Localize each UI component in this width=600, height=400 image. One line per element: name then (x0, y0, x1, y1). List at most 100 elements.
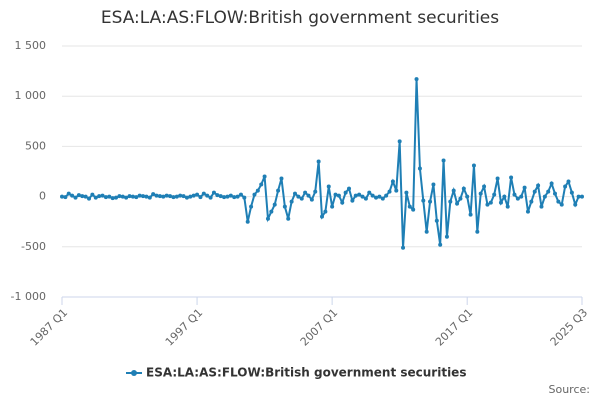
point (330, 204, 335, 209)
point (157, 194, 162, 199)
point (495, 176, 500, 181)
point (401, 245, 406, 250)
point (137, 193, 142, 198)
point (269, 209, 274, 214)
point (529, 199, 534, 204)
point (556, 199, 561, 204)
point (522, 185, 527, 190)
point (144, 194, 149, 199)
point (525, 209, 530, 214)
point (569, 190, 574, 195)
point (323, 209, 328, 214)
point (471, 163, 476, 168)
point (245, 219, 250, 224)
point (215, 193, 220, 198)
point (272, 202, 277, 207)
point (161, 194, 166, 199)
point (151, 192, 156, 197)
point (580, 194, 584, 199)
point (188, 194, 193, 199)
point (404, 190, 409, 195)
point (559, 202, 564, 207)
point (127, 194, 132, 199)
point (424, 229, 429, 234)
point (353, 193, 358, 198)
point (434, 218, 439, 223)
point (428, 199, 433, 204)
point (563, 184, 568, 189)
point (475, 229, 480, 234)
point (252, 192, 257, 197)
point (198, 195, 203, 200)
point (542, 194, 547, 199)
y-tick-label: -500 (21, 240, 46, 253)
point (451, 188, 456, 193)
point (306, 193, 311, 198)
point (97, 194, 102, 199)
point (208, 195, 213, 200)
point (195, 192, 200, 197)
point (120, 194, 125, 199)
point (303, 190, 308, 195)
point (374, 195, 379, 200)
point (100, 193, 105, 198)
point (238, 192, 243, 197)
point (421, 198, 426, 203)
point (292, 191, 297, 196)
point (485, 202, 490, 207)
point (509, 175, 514, 180)
point (552, 191, 557, 196)
y-tick-label: 1 500 (15, 39, 47, 52)
point (512, 192, 517, 197)
series-line (61, 79, 582, 248)
point (370, 193, 375, 198)
x-tick-label: 2007 Q1 (298, 306, 341, 349)
point (498, 200, 503, 205)
point (107, 194, 112, 199)
point (482, 184, 487, 189)
point (178, 193, 183, 198)
point (103, 195, 108, 200)
point (576, 194, 581, 199)
chart-title: ESA:LA:AS:FLOW:British government securi… (101, 8, 499, 28)
point (141, 194, 146, 199)
x-tick-label: 1987 Q1 (28, 306, 71, 349)
point (448, 199, 453, 204)
point (63, 195, 68, 200)
point (380, 196, 385, 201)
point (566, 179, 571, 184)
point (191, 193, 196, 198)
point (394, 188, 399, 193)
point (259, 182, 264, 187)
point (492, 192, 497, 197)
point (211, 190, 216, 195)
point (367, 190, 372, 195)
point (363, 196, 368, 201)
point (458, 196, 463, 201)
point (249, 204, 254, 209)
point (262, 174, 267, 179)
point (343, 190, 348, 195)
point (441, 158, 446, 163)
point (201, 191, 206, 196)
y-tick-label: -1 000 (11, 290, 46, 303)
point (242, 195, 247, 200)
point (87, 196, 92, 201)
point (130, 194, 135, 199)
legend-label: ESA:LA:AS:FLOW:British government securi… (146, 366, 466, 380)
point (407, 204, 412, 209)
point (411, 207, 416, 212)
point (397, 139, 402, 144)
point (309, 197, 314, 202)
point (90, 192, 95, 197)
point (222, 195, 227, 200)
point (66, 191, 71, 196)
point (174, 194, 179, 199)
point (83, 194, 88, 199)
point (279, 176, 284, 181)
point (431, 182, 436, 187)
point (282, 204, 287, 209)
point (502, 194, 507, 199)
point (340, 200, 345, 205)
